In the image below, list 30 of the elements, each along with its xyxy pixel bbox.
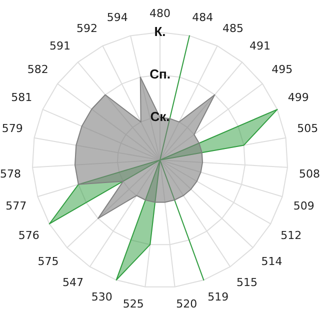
spoke-label: 499 [288,91,309,104]
spoke-label: 520 [176,298,198,311]
spoke-label: 578 [0,168,22,181]
spoke-label: 491 [249,40,270,53]
spoke-label: 505 [297,122,318,136]
spoke-label: 582 [27,63,48,76]
spoke-label: 515 [236,276,258,289]
spoke-label: 525 [122,298,144,311]
spoke-label: 509 [293,199,314,212]
spoke-label: 594 [106,10,128,24]
spoke-label: 581 [11,91,32,104]
y-tick-label: Сп. [150,66,170,82]
spoke-label: 495 [272,63,293,76]
spoke-label: 480 [150,7,170,20]
spoke-label: 530 [91,290,112,304]
spoke-label: 519 [208,290,229,304]
spoke-label: 577 [6,199,27,212]
spoke-label: 512 [280,229,302,242]
spoke-label: 485 [222,22,244,35]
spoke-label: 575 [38,255,59,268]
spoke-label: 579 [2,122,23,136]
spoke-label: 576 [18,229,40,242]
spoke-label: 508 [298,168,320,181]
spoke-label: 547 [62,276,84,289]
spoke-label: 592 [76,22,98,35]
y-tick-label: К. [154,24,166,39]
spoke-label: 514 [261,255,282,268]
spoke-label: 484 [192,10,214,24]
y-tick-label: Ск. [150,109,170,124]
spoke-label: 591 [50,40,71,53]
